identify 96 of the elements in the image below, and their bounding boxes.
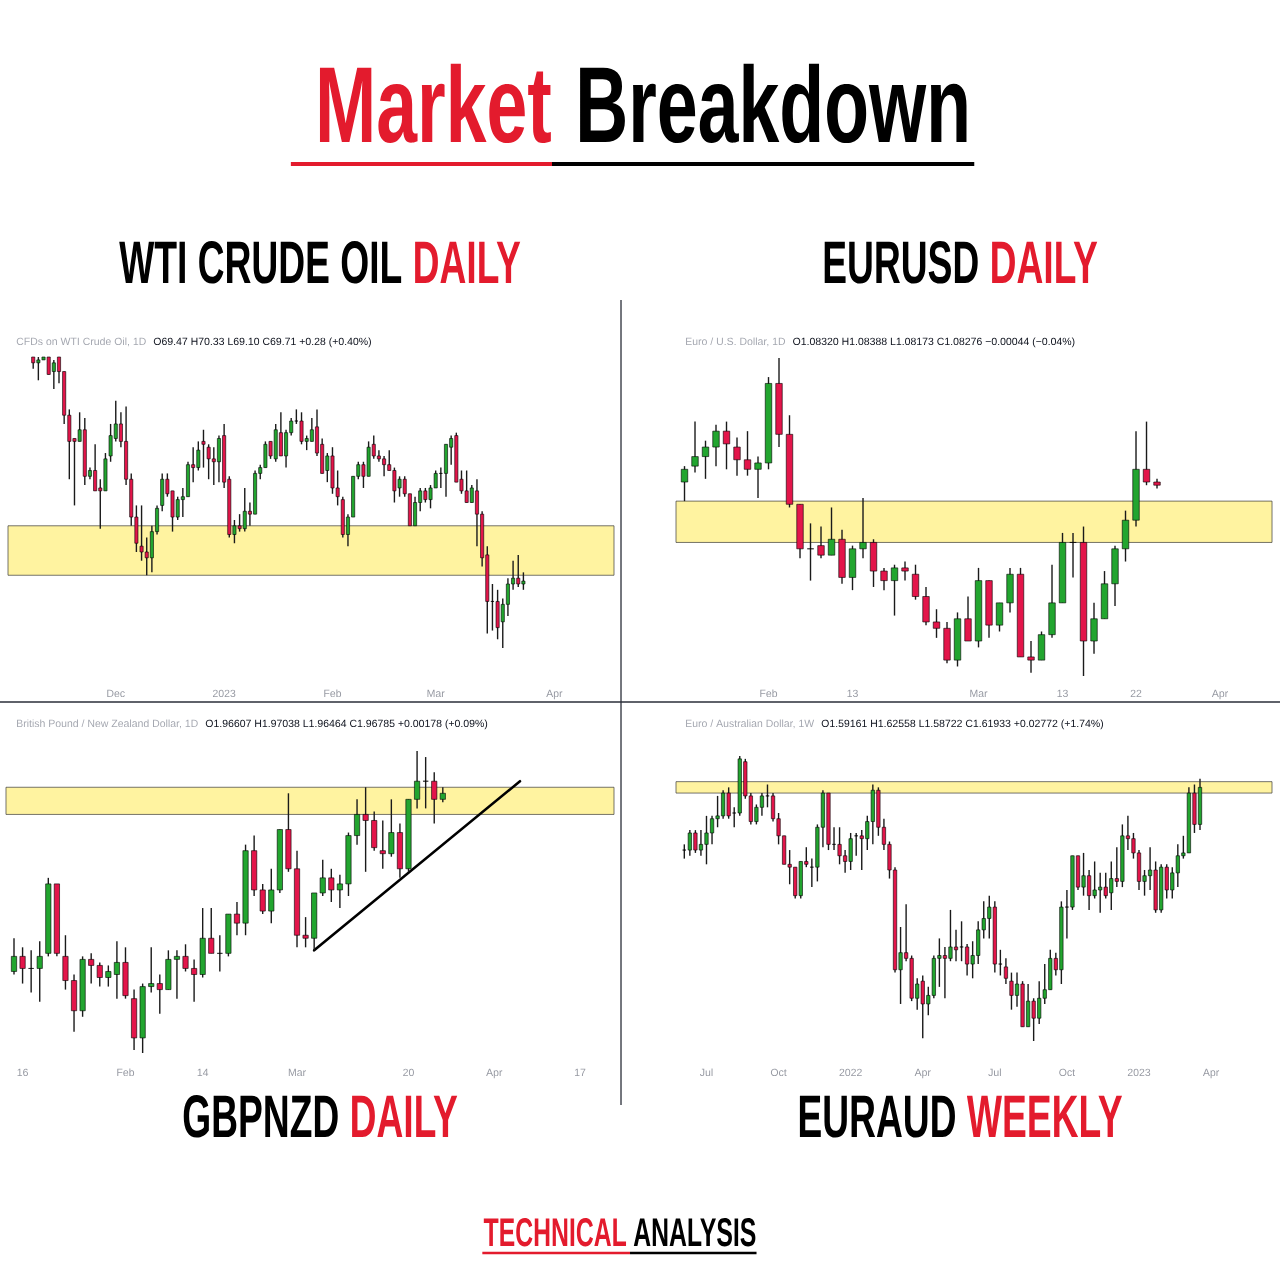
text: ANALYSIS bbox=[633, 1218, 756, 1247]
candlestick bbox=[880, 567, 888, 591]
chart-title: EURUSD bbox=[824, 241, 978, 284]
x-tick-label: Mar bbox=[970, 689, 988, 698]
x-tick-label: 13 bbox=[1057, 689, 1068, 698]
candlestick bbox=[680, 465, 689, 502]
candlestick bbox=[890, 564, 899, 617]
text: WEEKLY bbox=[966, 1095, 1123, 1138]
candlestick bbox=[388, 798, 395, 858]
candlestick bbox=[414, 750, 421, 810]
candlestick bbox=[96, 961, 103, 988]
x-tick-label: Apr bbox=[546, 689, 563, 700]
candlestick bbox=[817, 525, 825, 560]
x-tick-label: 2023 bbox=[1127, 1068, 1151, 1077]
x-tick-label: Apr bbox=[1211, 689, 1229, 700]
x-tick-label: Mar bbox=[288, 1068, 306, 1077]
candlestick bbox=[722, 420, 731, 471]
candlestick bbox=[1003, 957, 1008, 985]
text: GBPNZD bbox=[183, 1095, 338, 1138]
x-tick-label: 2022 bbox=[839, 1068, 862, 1077]
text: O1.59161 H1.62558 L1.58722 C1.61933 +0.02772 (+1.74%) bbox=[821, 719, 1104, 730]
x-tick-label: Feb bbox=[117, 1068, 135, 1077]
candlestick bbox=[173, 949, 180, 1000]
candlestick bbox=[827, 506, 836, 556]
x-tick-label: 20 bbox=[403, 1068, 414, 1077]
candlestick bbox=[765, 783, 770, 809]
x-tick-label: 14 bbox=[197, 1068, 209, 1077]
candlestick bbox=[36, 940, 43, 1003]
candlestick bbox=[1090, 602, 1098, 655]
candlestick bbox=[743, 430, 752, 477]
candlestick bbox=[268, 868, 275, 924]
candlestick bbox=[964, 595, 972, 642]
candlestick bbox=[319, 859, 326, 897]
text: O69.47 H70.33 L69.10 C69.71 +0.28 (+0.40%) bbox=[153, 337, 371, 348]
candlestick bbox=[11, 937, 17, 976]
x-tick-label: Oct bbox=[770, 1068, 787, 1077]
candlestick bbox=[191, 958, 198, 1003]
text: TECHNICAL bbox=[483, 1218, 627, 1247]
candlestick bbox=[302, 916, 309, 949]
x-tick-label: Apr bbox=[914, 1068, 931, 1079]
text: O1.96607 H1.97038 L1.96464 C1.96785 +0.00178 (+0.09%) bbox=[205, 719, 488, 730]
candlestick bbox=[113, 940, 120, 1000]
text: British Pound / New Zealand Dollar, 1D bbox=[17, 719, 198, 729]
candlestick bbox=[234, 901, 240, 936]
candlestick bbox=[901, 560, 909, 582]
candlestick bbox=[259, 883, 266, 915]
candlestick bbox=[932, 608, 941, 639]
text: Euro / U.S. Dollar, 1D bbox=[686, 337, 786, 347]
x-tick-label: Jul bbox=[699, 1068, 713, 1077]
candlestick bbox=[733, 436, 741, 477]
x-tick-label: Oct bbox=[1059, 1068, 1076, 1077]
text: EURAUD bbox=[799, 1095, 955, 1138]
candlestick bbox=[859, 497, 867, 560]
candlestick bbox=[336, 874, 343, 909]
candlestick bbox=[201, 429, 206, 469]
x-tick-label: Apr bbox=[486, 1068, 503, 1079]
candlestick bbox=[995, 602, 1004, 633]
text: CFDs on WTI Crude Oil, 1D bbox=[16, 337, 146, 347]
x-tick-label: 22 bbox=[1130, 689, 1142, 698]
candlestick bbox=[754, 455, 762, 499]
candlestick bbox=[105, 964, 112, 988]
candlestick bbox=[701, 439, 710, 480]
text: DAILY bbox=[352, 1095, 458, 1138]
candlestick bbox=[208, 907, 215, 955]
candlestick bbox=[1142, 420, 1151, 486]
x-tick-label: 13 bbox=[847, 689, 858, 698]
x-tick-label: Apr bbox=[1202, 1068, 1220, 1079]
x-tick-label: Feb bbox=[760, 689, 778, 698]
text: Market bbox=[319, 63, 551, 144]
candlestick bbox=[19, 946, 26, 985]
x-tick-label: Mar bbox=[427, 689, 445, 698]
candlestick bbox=[998, 949, 1003, 977]
x-tick-label: 2023 bbox=[212, 689, 236, 698]
candlestick bbox=[28, 949, 35, 994]
chart-subtitle: DAILY bbox=[415, 241, 521, 283]
candlestick bbox=[88, 952, 95, 985]
candlestick bbox=[182, 943, 189, 973]
candlestick bbox=[362, 786, 369, 873]
text: Breakdown bbox=[580, 63, 967, 144]
x-tick-label: 17 bbox=[574, 1068, 586, 1077]
text: Euro / Australian Dollar, 1W bbox=[686, 719, 815, 729]
x-tick-label: Dec bbox=[107, 689, 125, 698]
candlestick bbox=[1027, 640, 1035, 674]
text: O1.08320 H1.08388 L1.08173 C1.08276 −0.00044 (−0.04%) bbox=[793, 337, 1075, 348]
candlestick bbox=[712, 424, 720, 467]
candlestick bbox=[691, 420, 699, 474]
candlestick bbox=[959, 920, 964, 962]
candlestick bbox=[911, 564, 920, 601]
chart-title: WTI CRUDE OIL bbox=[119, 241, 402, 284]
x-tick-label: 16 bbox=[17, 1068, 28, 1077]
candlestick bbox=[328, 868, 335, 903]
x-tick-label: Jul bbox=[988, 1068, 1001, 1077]
x-tick-label: Feb bbox=[324, 689, 342, 698]
chart-subtitle: DAILY bbox=[992, 241, 1098, 283]
candlestick bbox=[379, 819, 386, 870]
candlestick bbox=[354, 798, 361, 846]
